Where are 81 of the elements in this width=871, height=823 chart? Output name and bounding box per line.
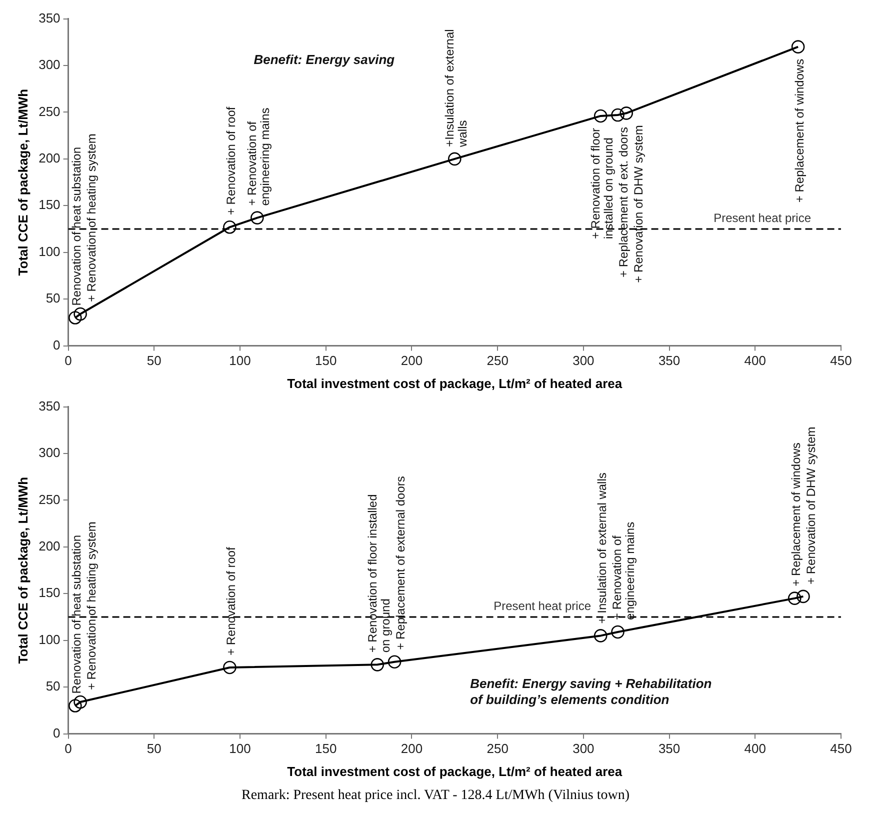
annotation: + Renovation of heating system [84,522,99,690]
x-tick-label: 250 [486,741,508,756]
point [594,629,608,642]
ref-line-label: Present heat price [494,599,592,614]
x-tick-label: 100 [229,353,251,368]
x-tick-label: 0 [64,741,72,756]
x-tick-label: 50 [146,353,162,368]
annotation: + Replacement of ext. doors [616,127,631,278]
x-axis-title: Total investment cost of package, Lt/m² of heated area [287,376,623,391]
y-axis-title: Total CCE of package, Lt/MWh [15,476,30,664]
text: Remark: Present heat price incl. VAT - 128.4 Lt/MWh (Vilnius town) [240,788,630,804]
x-tick-label: 0 [64,353,72,368]
x-tick-label: 150 [315,353,337,368]
x-tick-label: 150 [315,741,337,756]
point [594,109,608,123]
annotation: + Renovation of engineering mains [245,108,272,206]
x-tick-label: 350 [658,741,680,756]
point [611,108,624,122]
y-tick-label: 300 [38,445,60,460]
x-tick-label: 400 [744,353,766,368]
point [791,40,805,54]
point [796,590,810,604]
x-tick-label: 250 [486,353,508,368]
annotation: + Replacement of windows [789,442,804,586]
x-tick-label: 450 [830,741,852,756]
point [388,655,402,669]
y-tick-label: 50 [46,678,60,694]
point [68,311,82,324]
annotation: Benefit: Energy saving [254,52,395,67]
annotation: + Renovation of floor installed on ground [365,494,392,653]
y-tick-label: 350 [38,10,60,26]
annotation: Renovation of heat substation [70,534,84,694]
annotation: +Insulation of external walls [442,29,470,148]
point [370,658,384,672]
annotation: + Renovation of floor installed on ground [588,128,616,240]
annotation: + Renovation of DHW system [632,125,646,283]
x-tick-label: 300 [572,741,594,756]
ref-line-label: Present heat price [714,211,812,226]
point [74,695,87,709]
annotation: + Renovation of DHW system [804,426,818,584]
annotation: + Renovation of engineering mains [610,522,638,620]
annotation: + Renovation of roof [224,546,238,656]
y-tick-label: 100 [38,632,60,647]
annotation: + Renovation of roof [224,106,238,216]
point [74,307,87,321]
point [223,660,236,674]
annotation: Benefit: Energy saving + Rehabilitation of building’s elements condition [470,676,712,707]
y-tick-label: 350 [38,398,60,414]
y-tick-label: 0 [53,337,60,352]
x-tick-label: 50 [146,741,162,756]
annotation: + Replacement of windows [792,58,807,203]
point [620,106,634,120]
y-tick-label: 150 [38,585,60,600]
annotation: + Replacement of external doors [393,476,408,650]
annotation: + Insulation of external walls [595,472,610,624]
point [448,152,462,166]
x-tick-label: 300 [572,353,594,368]
y-axis-title: Total CCE of package, Lt/MWh [15,88,30,276]
y-tick-label: 250 [38,492,60,507]
y-tick-label: 50 [46,290,60,306]
x-tick-label: 350 [658,353,680,368]
y-tick-label: 200 [38,538,60,554]
y-tick-label: 200 [38,150,60,166]
point [68,699,82,712]
x-axis-title: Total investment cost of package, Lt/m² of heated area [287,764,623,779]
point [223,220,236,234]
point [250,211,264,224]
x-tick-label: 200 [400,353,423,368]
y-tick-label: 300 [38,57,60,72]
y-tick-label: 150 [38,197,60,212]
annotation: Renovation of heat substation [70,146,84,306]
y-tick-label: 250 [38,104,60,119]
x-tick-label: 400 [744,741,766,756]
y-tick-label: 0 [53,725,60,740]
y-tick-label: 100 [38,244,60,259]
x-tick-label: 100 [229,741,251,756]
point [611,625,624,639]
annotation: + Renovation of heating system [84,134,99,302]
point [788,592,802,605]
x-tick-label: 200 [400,741,423,756]
x-tick-label: 450 [830,353,852,368]
